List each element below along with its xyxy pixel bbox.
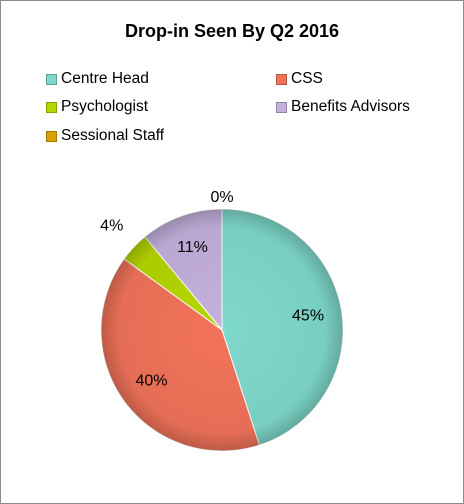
- data-label-psychologist: 4%: [100, 218, 123, 235]
- data-label-centre-head: 45%: [292, 308, 324, 325]
- legend-swatch-sessional-staff: [46, 130, 57, 142]
- legend-label-psychologist: Psychologist: [61, 98, 149, 115]
- legend-item-sessional-staff: Sessional Staff: [46, 127, 164, 145]
- legend-label-css: CSS: [291, 70, 323, 87]
- legend: Centre Head CSS Psychologist Benefits Ad…: [1, 1, 463, 161]
- legend-item-centre-head: Centre Head: [46, 70, 149, 88]
- legend-swatch-centre-head: [46, 73, 57, 85]
- legend-label-benefits-advisors: Benefits Advisors: [291, 98, 410, 115]
- legend-label-centre-head: Centre Head: [61, 70, 149, 87]
- legend-swatch-benefits-advisors: [276, 101, 287, 113]
- chart-title: Drop-in Seen By Q2 2016: [124, 21, 340, 41]
- legend-item-benefits-advisors: Benefits Advisors: [276, 98, 410, 116]
- legend-item-css: CSS: [276, 70, 323, 88]
- legend-label-sessional-staff: Sessional Staff: [61, 127, 165, 144]
- data-label-benefits-advisors: 11%: [177, 239, 208, 256]
- data-label-sessional-staff: 0%: [210, 189, 233, 206]
- data-label-css: 40%: [136, 372, 168, 389]
- legend-swatch-psychologist: [46, 101, 57, 113]
- legend-item-psychologist: Psychologist: [46, 98, 148, 116]
- legend-swatch-css: [276, 73, 287, 85]
